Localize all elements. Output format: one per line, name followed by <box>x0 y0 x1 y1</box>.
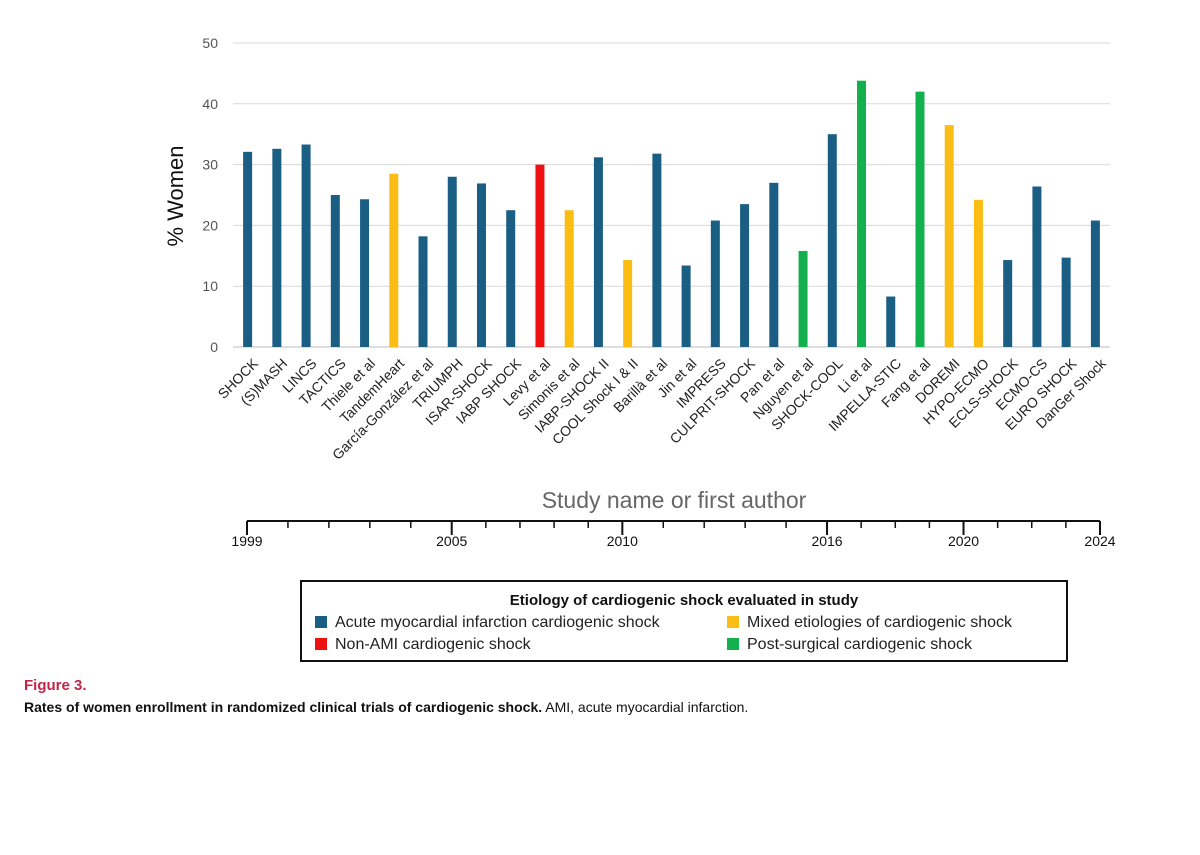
bar <box>1061 257 1071 347</box>
bar <box>769 182 779 347</box>
timeline-year-label: 2016 <box>811 533 842 549</box>
timeline-year-label: 2020 <box>948 533 979 549</box>
legend-label: Post-surgical cardiogenic shock <box>747 636 972 653</box>
bar <box>886 296 896 347</box>
bar <box>564 210 574 347</box>
bar <box>1003 260 1013 347</box>
legend-item-mixed: Mixed etiologies of cardiogenic shock <box>727 614 1012 632</box>
figure-caption: Figure 3. Rates of women enrollment in r… <box>24 677 1174 715</box>
legend-label: Acute myocardial infarction cardiogenic … <box>335 614 660 631</box>
bar <box>535 164 545 347</box>
legend-swatch-post-surgical <box>727 638 739 650</box>
bar <box>973 199 983 347</box>
y-tick-label: 20 <box>202 217 218 233</box>
bar <box>476 183 486 347</box>
bar <box>506 210 516 347</box>
y-tick-labels: 0 10 20 30 40 50 <box>202 35 218 355</box>
chart: 0 10 20 30 40 50 SHOCK(S)MASHLINCSTACTICSThie… <box>163 35 1116 549</box>
bar <box>272 148 282 347</box>
y-tick-label: 10 <box>202 278 218 294</box>
y-tick-label: 50 <box>202 35 218 51</box>
y-tick-label: 30 <box>202 157 218 173</box>
legend-item-post-surgical: Post-surgical cardiogenic shock <box>727 636 972 654</box>
bar <box>857 80 867 348</box>
timeline-year-label: 1999 <box>231 533 262 549</box>
y-tick-label: 0 <box>210 339 218 355</box>
legend-swatch-mixed <box>727 616 739 628</box>
bars <box>243 80 1100 348</box>
timeline-year-label: 2005 <box>436 533 467 549</box>
timeline-year-label: 2024 <box>1084 533 1115 549</box>
timeline-year-label: 2010 <box>607 533 638 549</box>
x-axis-label: Study name or first author <box>542 487 807 513</box>
y-axis-label: % Women <box>163 145 188 246</box>
bar <box>330 195 340 347</box>
bar <box>1032 186 1042 347</box>
bar <box>681 265 691 347</box>
legend-swatch-ami <box>315 616 327 628</box>
caption-body: AMI, acute myocardial infarction. <box>542 699 749 715</box>
caption-title: Rates of women enrollment in randomized … <box>24 699 543 715</box>
bar <box>710 220 720 347</box>
bar <box>418 236 428 347</box>
legend-label: Mixed etiologies of cardiogenic shock <box>747 614 1013 631</box>
bar <box>1090 220 1100 347</box>
bar <box>915 91 925 347</box>
grid-lines <box>233 42 1110 348</box>
bar <box>360 199 370 347</box>
legend-label: Non-AMI cardiogenic shock <box>335 636 531 653</box>
bar <box>593 157 603 347</box>
legend-swatch-non-ami <box>315 638 327 650</box>
bar <box>623 260 633 347</box>
bar <box>447 176 457 347</box>
legend-item-non-ami: Non-AMI cardiogenic shock <box>315 636 531 654</box>
figure-label: Figure 3. <box>24 677 87 694</box>
bar <box>827 134 837 347</box>
bar <box>944 125 954 347</box>
bar <box>652 153 662 347</box>
bar <box>389 173 399 347</box>
legend-title: Etiology of cardiogenic shock evaluated … <box>509 592 859 609</box>
caption-text: Rates of women enrollment in randomized … <box>24 699 1174 715</box>
legend: Etiology of cardiogenic shock evaluated … <box>300 580 1068 662</box>
bar <box>301 144 311 347</box>
y-tick-label: 40 <box>202 96 218 112</box>
legend-item-ami: Acute myocardial infarction cardiogenic … <box>315 614 660 632</box>
bar <box>798 250 808 347</box>
timeline-axis: 1999 2005 2010 2016 2020 2024 <box>231 520 1116 549</box>
bar <box>740 204 750 347</box>
bar <box>243 151 253 347</box>
